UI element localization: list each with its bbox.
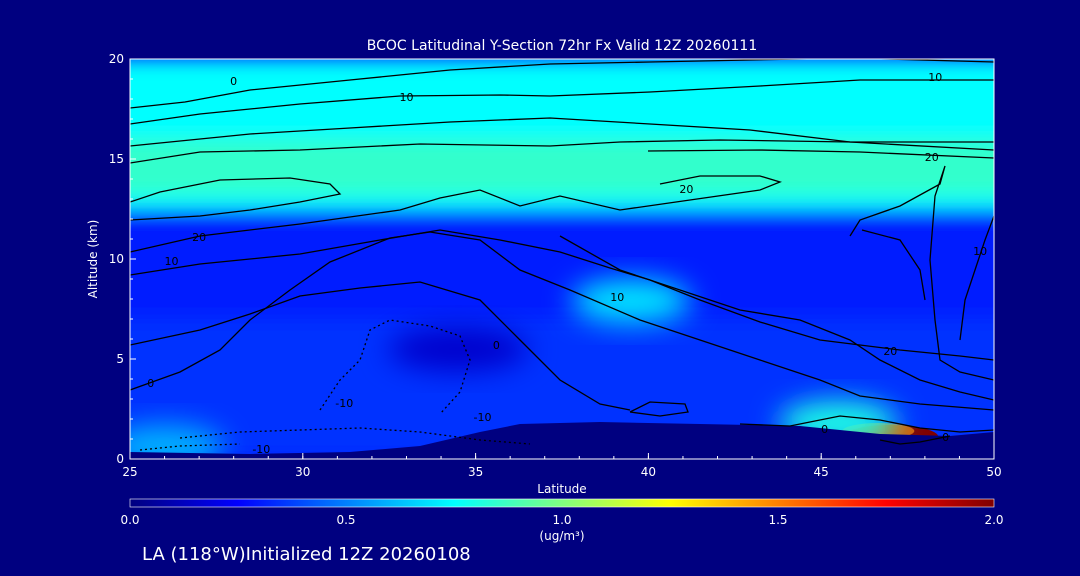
contour-line xyxy=(179,427,531,445)
contour-line xyxy=(849,165,994,381)
heatmap-blob xyxy=(388,327,529,371)
colorbar-tick-label: 0.0 xyxy=(120,513,139,527)
x-tick-label: 30 xyxy=(295,465,310,479)
contour-lines xyxy=(130,59,994,451)
contour-line xyxy=(629,401,689,417)
heatmap-blob xyxy=(571,279,692,323)
contour-line xyxy=(319,319,471,415)
contour-label: 20 xyxy=(679,183,693,196)
heatmap-blob xyxy=(130,425,225,459)
plot-frame xyxy=(129,58,995,460)
contour-line xyxy=(130,139,994,164)
contour-label: 0 xyxy=(230,75,237,88)
contour-label: 10 xyxy=(610,291,624,304)
contour-line xyxy=(130,281,631,411)
contour-line xyxy=(739,415,994,433)
x-tick-label: 45 xyxy=(814,465,829,479)
contour-line xyxy=(130,79,994,125)
colorbar xyxy=(129,498,995,508)
x-tick-label: 35 xyxy=(468,465,483,479)
contour-line xyxy=(130,177,342,221)
y-tick-label: 0 xyxy=(116,452,124,466)
chart-title: BCOC Latitudinal Y-Section 72hr Fx Valid… xyxy=(367,38,757,54)
contour-line xyxy=(647,149,994,159)
x-tick-label: 40 xyxy=(641,465,656,479)
y-tick-label: 20 xyxy=(109,52,124,66)
y-tick-label: 10 xyxy=(109,252,124,266)
colorbar-ticks: 0.0 0.5 1.0 1.5 2.0 xyxy=(120,513,1003,527)
contour-label: 10 xyxy=(928,71,942,84)
heatmap-band xyxy=(130,139,994,195)
colorbar-tick-label: 1.0 xyxy=(552,513,571,527)
contour-line xyxy=(130,175,782,253)
contour-line xyxy=(130,229,994,361)
contour-label: 20 xyxy=(192,231,206,244)
colorbar-tick-label: 0.5 xyxy=(336,513,355,527)
contour-line xyxy=(559,235,994,401)
contour-line xyxy=(130,59,994,109)
y-tick-label: 15 xyxy=(109,152,124,166)
terrain-mask xyxy=(130,422,994,459)
contour-line xyxy=(139,443,241,451)
colorbar-units: (ug/m³) xyxy=(539,529,584,543)
contour-label: -10 xyxy=(335,397,353,410)
colorbar-tick-label: 2.0 xyxy=(984,513,1003,527)
colorbar-tick-label: 1.5 xyxy=(768,513,787,527)
contour-label: 20 xyxy=(883,345,897,358)
contour-line xyxy=(861,229,926,301)
contour-label: 10 xyxy=(164,255,178,268)
contour-labels: 0 10 10 20 20 20 10 10 10 0 20 0 -10 -10 -10 0 0 xyxy=(147,71,987,456)
x-axis: 25 30 35 40 45 50 xyxy=(122,453,1002,479)
contour-label: 0 xyxy=(147,377,154,390)
contour-line xyxy=(130,117,994,151)
x-tick-label: 25 xyxy=(122,465,137,479)
contour-line xyxy=(959,215,994,341)
contour-label: 0 xyxy=(942,431,949,444)
contour-line xyxy=(130,231,994,411)
plot-area: 0 10 10 20 20 20 10 10 10 0 20 0 -10 -10 -10 0 0 xyxy=(130,59,994,459)
contour-line xyxy=(879,435,951,445)
x-axis-label: Latitude xyxy=(537,482,586,496)
y-tick-label: 5 xyxy=(116,352,124,366)
contour-label: 10 xyxy=(399,91,413,104)
heatmap-band xyxy=(130,209,994,319)
contour-label: 20 xyxy=(925,151,939,164)
caption: LA (118°W)Initialized 12Z 20260108 xyxy=(142,544,471,565)
contour-label: 0 xyxy=(493,339,500,352)
x-tick-label: 50 xyxy=(986,465,1001,479)
contour-label: 10 xyxy=(973,245,987,258)
y-axis-label: Altitude (km) xyxy=(86,220,100,299)
contour-label: -10 xyxy=(252,443,270,456)
contour-label: 0 xyxy=(821,423,828,436)
contour-label: -10 xyxy=(474,411,492,424)
